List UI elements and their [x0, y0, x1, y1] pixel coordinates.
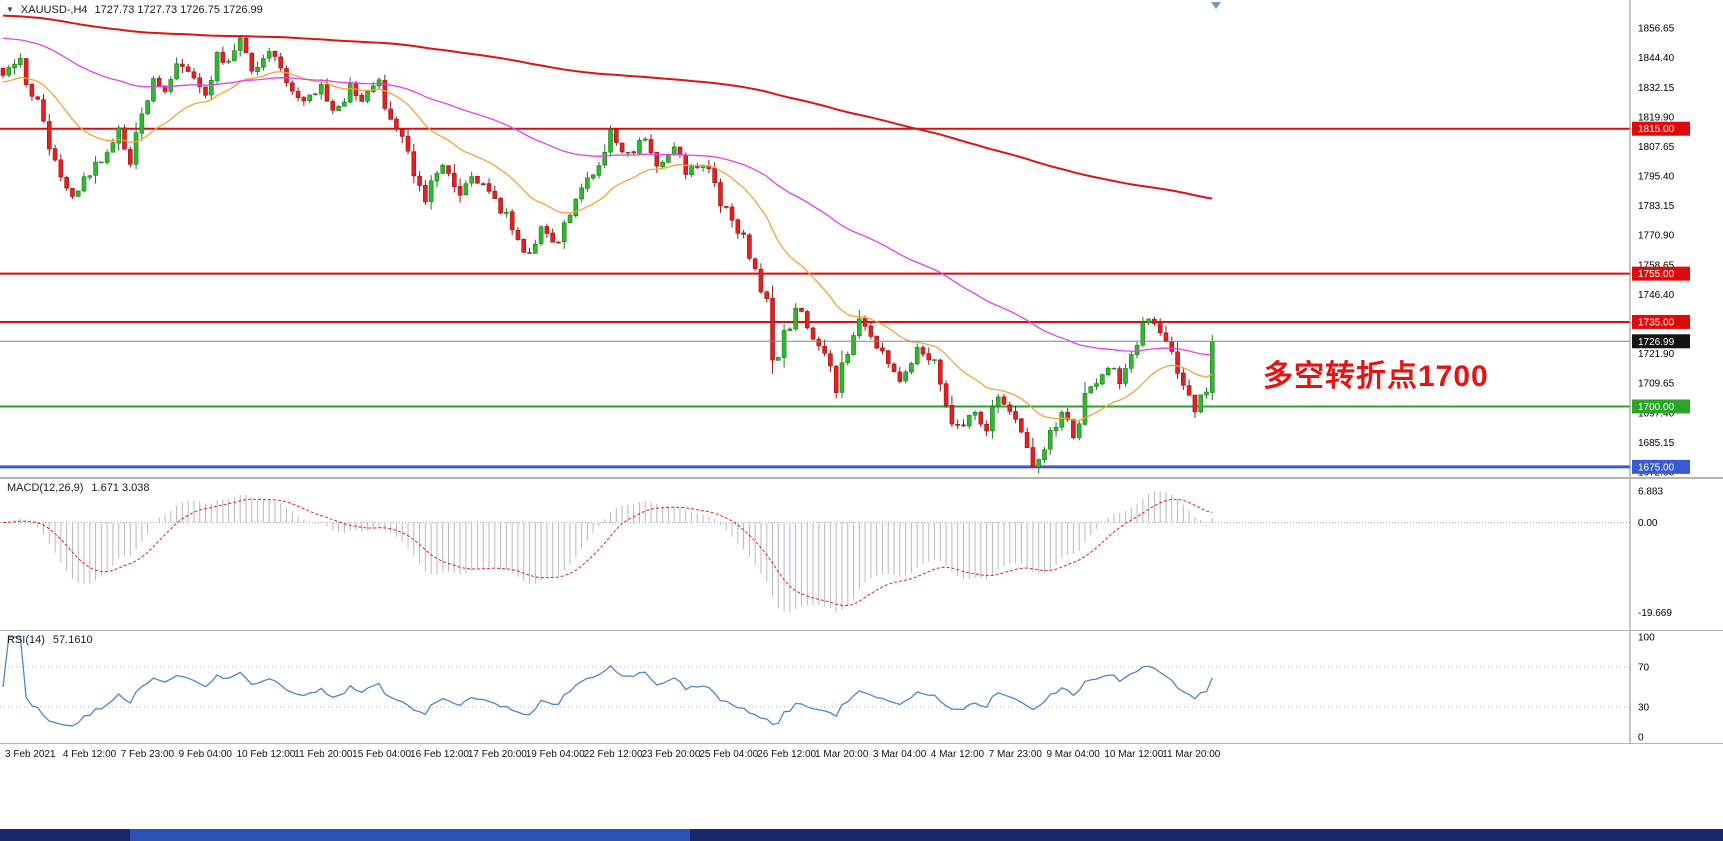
panel-separator[interactable]	[0, 630, 1723, 631]
svg-text:1815.00: 1815.00	[1638, 124, 1675, 135]
time-label: 3 Mar 04:00	[872, 749, 927, 760]
chart-shift-marker-icon[interactable]	[1211, 2, 1221, 9]
ma-fast-orange	[2, 71, 1213, 422]
ma-mid-magenta	[2, 37, 1213, 356]
svg-text:1697.40: 1697.40	[1638, 408, 1675, 419]
time-label: 11 Mar 20:00	[1162, 749, 1221, 760]
macd-panel[interactable]: 6.883 0.00 -19.669 MACD(12,26,9) 1.671 3.03…	[0, 479, 1723, 630]
svg-text:-19.669: -19.669	[1638, 608, 1672, 619]
svg-text:0.00: 0.00	[1638, 518, 1658, 529]
macd-signal-line	[2, 498, 1213, 607]
time-label: 7 Feb 23:00	[120, 749, 175, 760]
time-label: 15 Feb 04:00	[352, 749, 412, 760]
macd-histogram	[8, 490, 1213, 613]
svg-text:30: 30	[1638, 703, 1650, 714]
macd-header: MACD(12,26,9) 1.671 3.038	[7, 482, 158, 494]
panel-separator[interactable]	[0, 743, 1723, 744]
time-label: 23 Feb 20:00	[641, 749, 701, 760]
rsi-name-text: RSI(14)	[7, 634, 45, 646]
svg-text:1721.90: 1721.90	[1638, 349, 1675, 360]
time-label: 26 Feb 12:00	[757, 749, 817, 760]
svg-text:1735.00: 1735.00	[1638, 317, 1675, 328]
rsi-line	[2, 636, 1213, 727]
macd-canvas[interactable]: 6.883 0.00 -19.669	[0, 479, 1723, 630]
rsi-value-text: 57.1610	[52, 634, 93, 646]
svg-text:1746.40: 1746.40	[1638, 290, 1675, 301]
bottom-taskbar	[0, 829, 1723, 841]
time-label: 4 Mar 12:00	[930, 749, 985, 760]
time-label: 16 Feb 12:00	[410, 749, 469, 760]
horizontal-level-lines[interactable]	[0, 127, 1630, 469]
time-label: 19 Feb 04:00	[525, 749, 585, 760]
time-label: 4 Feb 12:00	[62, 749, 117, 760]
rsi-canvas[interactable]: 100 70 30 0	[0, 631, 1723, 743]
symbol-dropdown-icon[interactable]: ▼	[6, 5, 14, 14]
time-label: 10 Mar 12:00	[1104, 749, 1164, 760]
taskbar-segment	[130, 829, 690, 841]
time-label: 11 Feb 20:00	[294, 749, 353, 760]
time-label: 25 Feb 04:00	[699, 749, 759, 760]
ohlc-quote-text: 1727.73 1727.73 1726.75 1726.99	[94, 4, 263, 16]
svg-text:1856.65: 1856.65	[1638, 24, 1675, 35]
time-label: 1 Mar 20:00	[815, 749, 869, 760]
chart-text-annotation[interactable]: 多空转折点1700	[1263, 360, 1489, 393]
symbol-ohlc-header: ▼ XAUUSD-,H4 1727.73 1727.73 1726.75 172…	[6, 4, 263, 16]
svg-text:70: 70	[1638, 663, 1650, 674]
price-badges: 1815.00 1755.00 1735.00 1700.00 1675.00 1726.…	[1632, 121, 1690, 474]
time-label: 3 Feb 2021	[5, 749, 56, 760]
svg-text:1726.99: 1726.99	[1638, 337, 1675, 348]
time-label: 9 Feb 04:00	[178, 749, 232, 760]
ma-slow-red	[2, 14, 1213, 200]
time-axis[interactable]: 3 Feb 2021 4 Feb 12:00 7 Feb 23:00 9 Feb 04…	[0, 744, 1723, 766]
svg-text:1758.65: 1758.65	[1638, 260, 1675, 271]
rsi-axis[interactable]: 100 70 30 0	[1629, 631, 1723, 744]
svg-text:1770.90: 1770.90	[1638, 231, 1675, 242]
svg-text:1795.40: 1795.40	[1638, 172, 1675, 183]
svg-text:1807.65: 1807.65	[1638, 142, 1675, 153]
rsi-panel[interactable]: 100 70 30 0 RSI(14) 57.1610	[0, 631, 1723, 743]
svg-text:1675.00: 1675.00	[1638, 462, 1675, 473]
bottom-whitespace	[0, 766, 1723, 829]
price-chart-canvas[interactable]: 1856.65 1844.40 1832.15 1819.90 1807.65 1795.…	[0, 0, 1723, 477]
time-label: 17 Feb 20:00	[467, 749, 527, 760]
main-chart-panel[interactable]: 1856.65 1844.40 1832.15 1819.90 1807.65 1795.…	[0, 0, 1723, 477]
svg-text:1755.00: 1755.00	[1638, 269, 1675, 280]
svg-text:1819.90: 1819.90	[1638, 112, 1675, 123]
time-label: 7 Mar 23:00	[988, 749, 1042, 760]
panel-separator[interactable]	[0, 477, 1723, 479]
svg-text:1700.00: 1700.00	[1638, 402, 1675, 413]
moving-average-lines	[2, 14, 1213, 422]
rsi-header: RSI(14) 57.1610	[7, 634, 101, 646]
symbol-period-text: XAUUSD-,H4	[20, 4, 88, 16]
svg-text:1685.15: 1685.15	[1638, 438, 1675, 449]
time-label: 10 Feb 12:00	[236, 749, 296, 760]
rsi-level-lines	[0, 666, 1630, 708]
time-label: 22 Feb 12:00	[583, 749, 643, 760]
macd-axis[interactable]: 6.883 0.00 -19.669	[1629, 479, 1723, 630]
svg-text:6.883: 6.883	[1638, 486, 1663, 497]
svg-text:1832.15: 1832.15	[1638, 83, 1675, 94]
svg-text:1783.15: 1783.15	[1638, 201, 1675, 212]
candles-layer	[0, 35, 1215, 474]
svg-text:1709.65: 1709.65	[1638, 379, 1675, 390]
macd-name-text: MACD(12,26,9)	[7, 482, 84, 494]
svg-text:1844.40: 1844.40	[1638, 53, 1675, 64]
time-label: 9 Mar 04:00	[1046, 749, 1100, 760]
svg-text:100: 100	[1638, 633, 1655, 644]
svg-text:0: 0	[1638, 733, 1644, 744]
macd-values-text: 1.671 3.038	[91, 482, 150, 494]
